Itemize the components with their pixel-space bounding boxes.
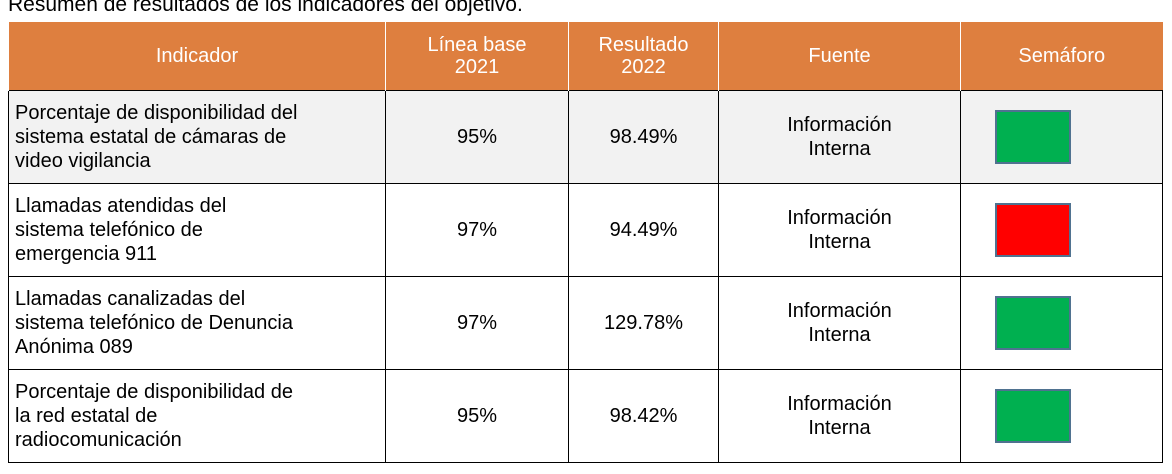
semaforo-light — [995, 203, 1071, 257]
resultado-text: 129.78% — [604, 312, 683, 334]
resultado-cell: 98.42% — [568, 369, 719, 463]
linea_base-text: 95% — [456, 126, 498, 148]
fuente-text: Información Interna — [787, 114, 892, 160]
header-cell: Semáforo — [960, 22, 1163, 91]
semaforo-cell — [960, 369, 1163, 463]
semaforo-light — [995, 389, 1071, 443]
semaforo-cell — [960, 276, 1163, 370]
fuente-text: Información Interna — [787, 207, 892, 253]
resultado-text: 98.49% — [609, 126, 678, 148]
results-table: Indicador Línea base 2021 Resultado 2022 Fu… — [8, 22, 1163, 463]
header-text: Resultado 2022 — [598, 34, 689, 78]
semaforo-light — [995, 110, 1071, 164]
indicador-text: Porcentaje de disponibilidad de la red e… — [15, 381, 293, 451]
indicador-cell: Porcentaje de disponibilidad de la red e… — [8, 369, 386, 463]
indicador-text: Llamadas canalizadas del sistema telefón… — [15, 288, 293, 358]
header-cell: Indicador — [8, 22, 386, 91]
header-text: Semáforo — [1018, 45, 1106, 67]
fuente-cell: Información Interna — [718, 183, 961, 277]
linea_base-text: 95% — [456, 405, 498, 427]
fuente-cell: Información Interna — [718, 276, 961, 370]
fuente-text: Información Interna — [787, 393, 892, 439]
table-row: Porcentaje de disponibilidad del sistema… — [8, 90, 1163, 184]
linea_base-cell: 95% — [385, 369, 569, 463]
linea_base-cell: 97% — [385, 183, 569, 277]
table-body: Porcentaje de disponibilidad del sistema… — [8, 90, 1163, 463]
semaforo-light — [995, 296, 1071, 350]
indicador-text: Porcentaje de disponibilidad del sistema… — [15, 102, 298, 172]
indicador-text: Llamadas atendidas del sistema telefónic… — [15, 195, 227, 265]
semaforo-cell — [960, 90, 1163, 184]
fuente-cell: Información Interna — [718, 90, 961, 184]
header-text: Fuente — [808, 45, 871, 67]
header-text: Indicador — [155, 45, 239, 67]
table-row: Llamadas canalizadas del sistema telefón… — [8, 276, 1163, 370]
header-cell: Línea base 2021 — [385, 22, 569, 91]
table-row: Llamadas atendidas del sistema telefónic… — [8, 183, 1163, 277]
resultado-text: 98.42% — [609, 405, 678, 427]
indicador-cell: Llamadas atendidas del sistema telefónic… — [8, 183, 386, 277]
table-row: Porcentaje de disponibilidad de la red e… — [8, 369, 1163, 463]
indicador-cell: Porcentaje de disponibilidad del sistema… — [8, 90, 386, 184]
semaforo-cell — [960, 183, 1163, 277]
header-text: Línea base 2021 — [427, 34, 527, 78]
header-cell: Resultado 2022 — [568, 22, 719, 91]
linea_base-text: 97% — [456, 312, 498, 334]
indicador-cell: Llamadas canalizadas del sistema telefón… — [8, 276, 386, 370]
fuente-cell: Información Interna — [718, 369, 961, 463]
linea_base-text: 97% — [456, 219, 498, 241]
header-cell: Fuente — [718, 22, 961, 91]
resultado-text: 94.49% — [609, 219, 678, 241]
linea_base-cell: 97% — [385, 276, 569, 370]
fuente-text: Información Interna — [787, 300, 892, 346]
resultado-cell: 94.49% — [568, 183, 719, 277]
header-row: Indicador Línea base 2021 Resultado 2022 Fu… — [8, 22, 1163, 91]
title: Resumen de resultados de los indicadores… — [8, 0, 523, 16]
resultado-cell: 129.78% — [568, 276, 719, 370]
linea_base-cell: 95% — [385, 90, 569, 184]
resultado-cell: 98.49% — [568, 90, 719, 184]
